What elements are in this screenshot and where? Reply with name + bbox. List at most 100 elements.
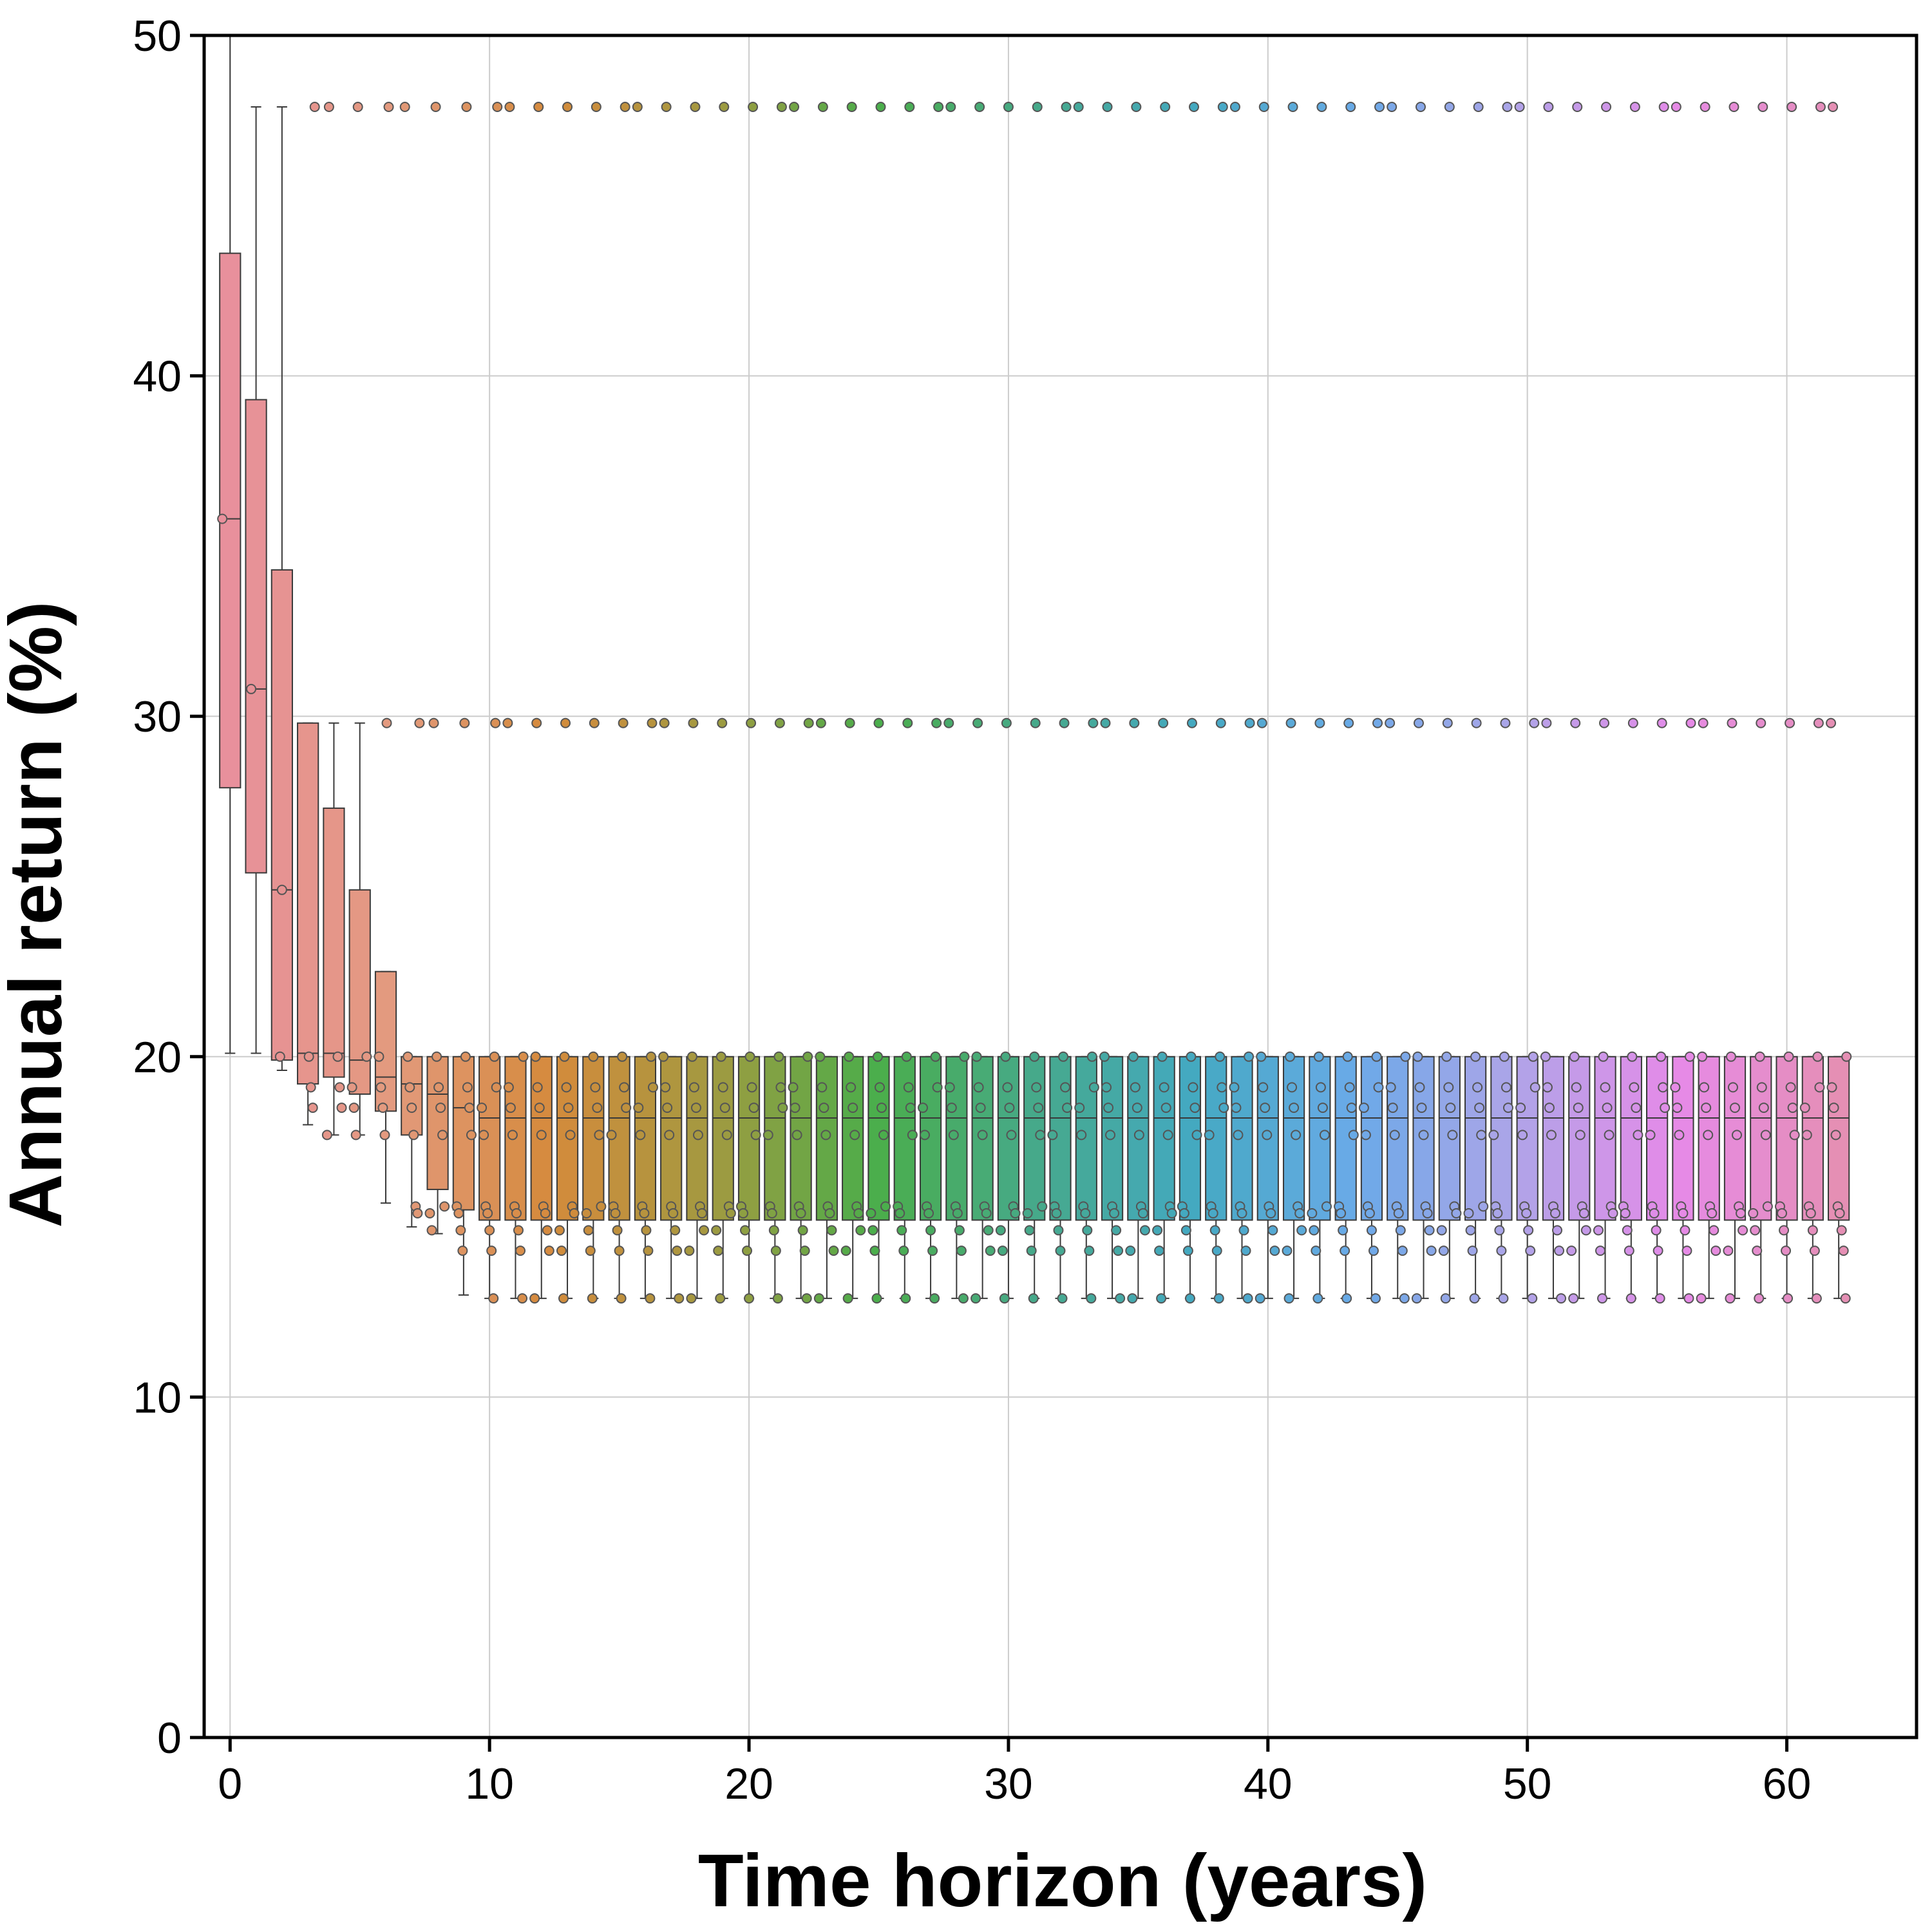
box-group (1099, 102, 1126, 1304)
strip-point (1179, 1208, 1189, 1218)
y-tick-label: 10 (133, 1373, 182, 1422)
strip-point (956, 1245, 967, 1256)
box (270, 569, 293, 1061)
strip-point (1570, 717, 1581, 728)
strip-point (740, 1225, 751, 1236)
strip-point (1627, 1051, 1638, 1062)
box-group (270, 106, 293, 1071)
strip-point (1215, 717, 1226, 728)
strip-point (1826, 717, 1837, 728)
box-group (1177, 102, 1202, 1304)
strip-point (1812, 1051, 1823, 1062)
strip-point (1132, 1103, 1142, 1113)
strip-point (1105, 1130, 1116, 1141)
strip-point (1238, 1225, 1249, 1236)
strip-point (932, 1082, 943, 1093)
strip-point (1004, 1103, 1015, 1113)
strip-point (375, 1082, 386, 1093)
strip-point (491, 1082, 502, 1093)
strip-point (721, 1130, 732, 1141)
strip-point (795, 1208, 806, 1218)
strip-point (1294, 1208, 1305, 1218)
strip-point (639, 1208, 650, 1218)
strip-point (999, 1293, 1010, 1304)
strip-point (1757, 102, 1768, 113)
strip-point (717, 1082, 728, 1093)
strip-point (406, 1103, 417, 1113)
box-group (245, 106, 267, 1054)
strip-point (1002, 1082, 1013, 1093)
strip-point (930, 1051, 941, 1062)
strip-point (866, 1208, 876, 1218)
strip-point (1678, 1208, 1689, 1218)
strip-point (1748, 1208, 1759, 1218)
strip-point (439, 1201, 450, 1212)
strip-point (1312, 1293, 1323, 1304)
strip-point (1316, 102, 1327, 113)
strip-point (530, 1051, 541, 1062)
strip-point (1082, 1225, 1093, 1236)
box-group (632, 102, 658, 1304)
strip-point (592, 1103, 603, 1113)
strip-point (1541, 717, 1552, 728)
strip-point (813, 1293, 824, 1304)
strip-point (662, 1103, 673, 1113)
strip-point (433, 1082, 444, 1093)
strip-point (1451, 1208, 1462, 1218)
strip-point (1000, 1051, 1011, 1062)
strip-point (855, 1225, 866, 1236)
strip-point (1159, 1082, 1170, 1093)
strip-point (1601, 102, 1612, 113)
strip-point (1102, 102, 1113, 113)
strip-point (482, 1208, 493, 1218)
strip-point (719, 102, 730, 113)
strip-point (478, 1130, 489, 1141)
strip-point (563, 1103, 574, 1113)
strip-point (1651, 1225, 1662, 1236)
box-group (451, 102, 477, 1296)
strip-point (844, 717, 855, 728)
strip-point (1600, 1082, 1611, 1093)
strip-point (1710, 1245, 1721, 1256)
strip-point (789, 102, 800, 113)
strip-point (348, 1103, 359, 1113)
strip-point (621, 1103, 632, 1113)
strip-point (1366, 1225, 1377, 1236)
box-group (917, 102, 944, 1304)
strip-point (1569, 1051, 1580, 1062)
strip-point (323, 102, 334, 113)
strip-point (647, 1082, 658, 1093)
strip-point (725, 1208, 736, 1218)
strip-point (975, 1103, 986, 1113)
strip-point (815, 717, 826, 728)
strip-point (1783, 1051, 1794, 1062)
strip-point (1783, 1293, 1794, 1304)
strip-point (1597, 1293, 1608, 1304)
strip-point (1080, 1208, 1091, 1218)
strip-point (971, 1051, 982, 1062)
strip-point (466, 1130, 477, 1141)
strip-point (1109, 1208, 1120, 1218)
y-tick-label: 40 (133, 352, 182, 401)
box-group (554, 102, 580, 1304)
strip-point (1754, 1293, 1765, 1304)
strip-point (1620, 1208, 1631, 1218)
strip-point (826, 1225, 837, 1236)
strip-point (1578, 1208, 1589, 1218)
strip-point (1360, 1130, 1371, 1141)
strip-point (1400, 1051, 1411, 1062)
strip-point (848, 1103, 858, 1113)
strip-point (1546, 1130, 1557, 1141)
strip-point (1229, 1082, 1240, 1093)
plot-frame (202, 33, 1918, 1739)
strip-point (1781, 1245, 1792, 1256)
strip-point (711, 1225, 722, 1236)
strip-point (770, 1245, 781, 1256)
strip-point (1031, 1082, 1042, 1093)
strip-point (1133, 1130, 1144, 1141)
strip-point (820, 1130, 831, 1141)
strip-point (1727, 1082, 1738, 1093)
strip-point (1445, 1103, 1456, 1113)
